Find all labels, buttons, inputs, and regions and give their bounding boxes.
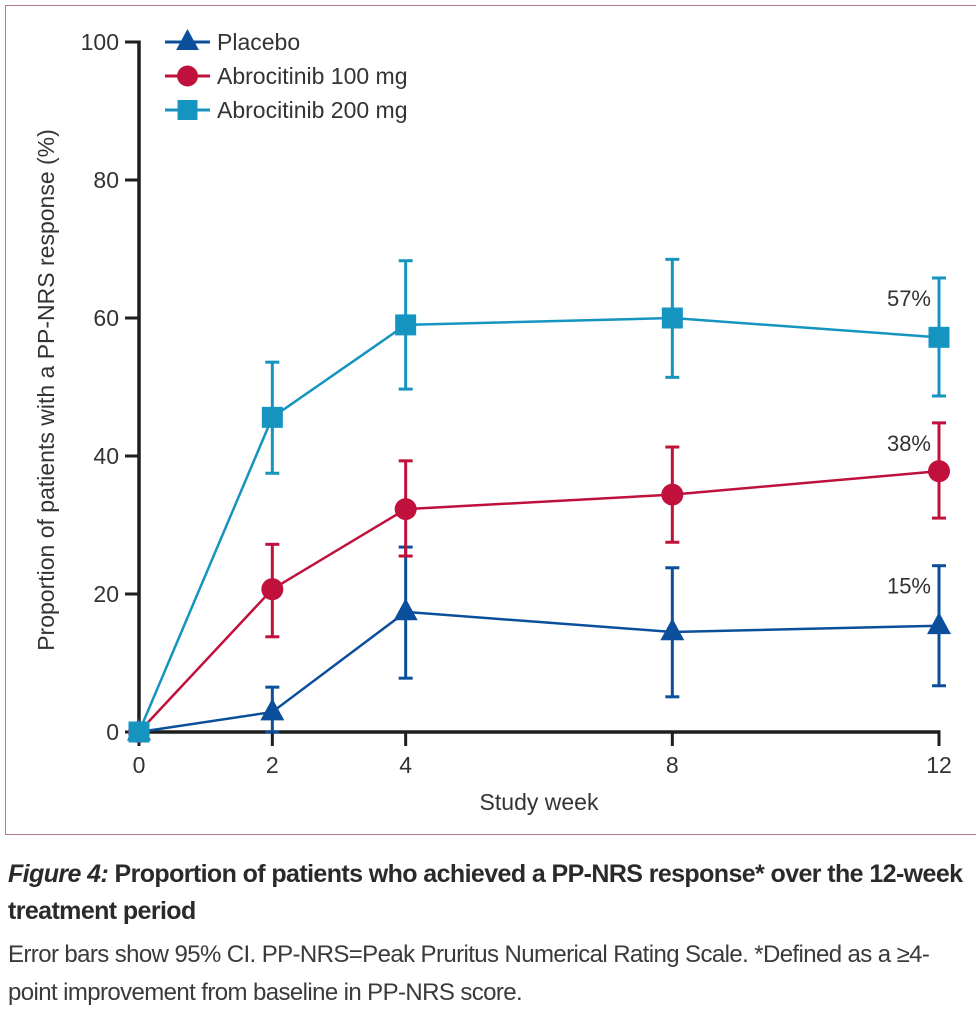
- data-point-circle: [261, 578, 284, 601]
- series-line: [137, 316, 940, 733]
- end-value-label: 57%: [887, 286, 931, 311]
- legend-marker-triangle: [176, 29, 199, 50]
- legend: Placebo Abrocitinib 100 mg Abrocitinib 200…: [165, 29, 408, 123]
- data-point-square: [128, 721, 150, 743]
- axes: 0 20 40 60 80 100 0 2 4 8 12: [81, 29, 952, 778]
- x-tick-label: 2: [266, 752, 279, 778]
- legend-label: Abrocitinib 200 mg: [217, 97, 408, 123]
- data-point-triangle: [260, 698, 285, 721]
- series-abrocitinib-200-mg: 57%: [128, 257, 950, 743]
- data-point-circle: [661, 483, 684, 506]
- legend-item: Abrocitinib 100 mg: [165, 63, 408, 89]
- figure-frame: [5, 5, 976, 835]
- y-tick-label: 100: [81, 29, 119, 55]
- series-abrocitinib-100-mg: 38%: [128, 421, 950, 743]
- data-point-triangle: [660, 618, 685, 641]
- y-tick-label: 80: [93, 167, 119, 193]
- line-chart: 0 20 40 60 80 100 0 2 4 8 12 15% 38% 57% Placebo Abro…: [33, 29, 952, 815]
- series-line: [138, 469, 940, 733]
- y-axis-label: Proportion of patients with a PP-NRS res…: [33, 129, 59, 651]
- data-point-square: [395, 314, 417, 336]
- data-point-circle: [394, 498, 417, 521]
- data-point-circle: [928, 460, 950, 483]
- legend-marker-circle: [177, 65, 198, 87]
- data-point-square: [928, 326, 950, 348]
- x-tick-label: 8: [666, 752, 679, 778]
- x-tick-label: 12: [926, 752, 952, 778]
- data-point-square: [261, 406, 283, 428]
- figure-caption-note: Error bars show 95% CI. PP-NRS=Peak Prur…: [8, 941, 930, 1006]
- y-tick-label: 60: [93, 305, 119, 331]
- x-tick-label: 4: [399, 752, 412, 778]
- series-placebo: 15%: [127, 545, 951, 741]
- legend-item: Placebo: [165, 29, 300, 55]
- end-value-label: 38%: [887, 431, 931, 456]
- figure-label: Figure 4:: [8, 860, 109, 888]
- data-point-triangle: [927, 612, 951, 635]
- x-tick-label: 0: [133, 752, 146, 778]
- series-line: [138, 610, 940, 734]
- legend-label: Abrocitinib 100 mg: [217, 63, 408, 89]
- y-tick-label: 20: [93, 581, 119, 607]
- data-point-square: [661, 307, 683, 329]
- y-tick-label: 40: [93, 443, 119, 469]
- caption-title-text: Proportion of patients who achieved a PP…: [8, 860, 963, 925]
- x-axis-label: Study week: [480, 789, 599, 815]
- figure-caption-title: Figure 4: Proportion of patients who ach…: [8, 856, 968, 930]
- legend-item: Abrocitinib 200 mg: [165, 97, 408, 123]
- data-point-triangle: [393, 598, 418, 621]
- end-value-label: 15%: [887, 574, 931, 599]
- legend-marker-square: [177, 100, 198, 120]
- y-tick-label: 0: [106, 719, 119, 745]
- legend-label: Placebo: [217, 29, 300, 55]
- series-layer: 15% 38% 57%: [127, 257, 951, 743]
